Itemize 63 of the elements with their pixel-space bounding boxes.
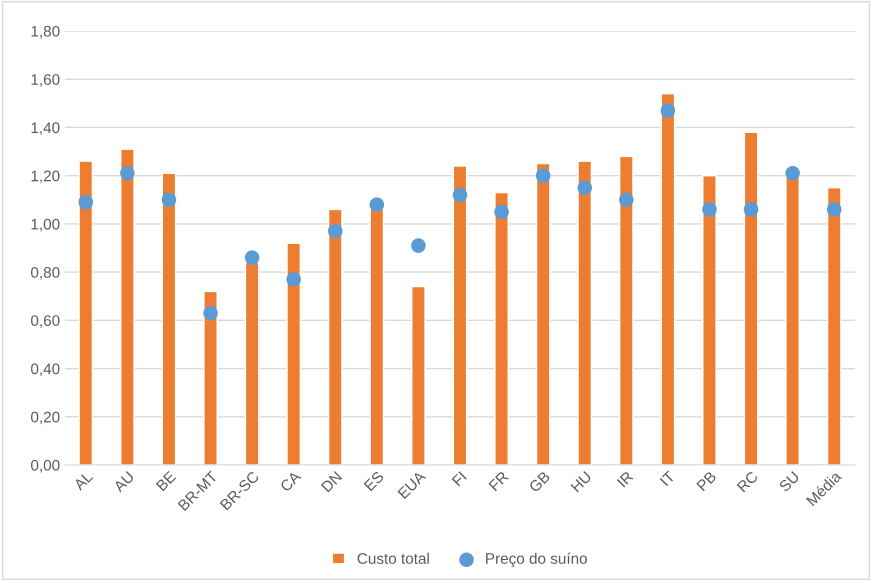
bar [411, 286, 426, 465]
x-tick-label: DN [320, 471, 342, 492]
bar [660, 92, 676, 465]
point [577, 180, 592, 196]
y-tick-label: 1,40 [32, 122, 60, 135]
point [702, 202, 717, 217]
y-tick-label: 0,60 [31, 315, 60, 328]
point [203, 306, 218, 320]
bar [826, 187, 842, 465]
y-tick-label: 1,60 [32, 74, 60, 87]
y-tick-label: 1,20 [32, 170, 60, 184]
point [660, 103, 676, 118]
legend-label: Custo total [358, 552, 429, 564]
legend-label: Preço do suíno [486, 552, 587, 568]
x-tick-label: RC [736, 470, 759, 493]
point [744, 202, 758, 217]
bar [244, 262, 260, 465]
bar [494, 192, 509, 465]
x-tick-label: GB [528, 470, 551, 493]
point [452, 188, 468, 202]
x-tick-label: HU [570, 471, 592, 493]
y-tick-label: 0,40 [31, 363, 60, 376]
y-tick-label: 1,00 [32, 218, 60, 232]
x-tick-label: PB [696, 470, 717, 492]
y-tick-label: 0,20 [31, 412, 60, 424]
point [536, 168, 550, 183]
bar [536, 162, 551, 465]
point [244, 250, 260, 265]
point [826, 202, 842, 217]
bar [328, 208, 343, 465]
bar [577, 160, 592, 465]
x-tick-label: FI [452, 471, 467, 486]
x-tick-label: ES [364, 470, 384, 492]
bar [203, 290, 218, 465]
point [120, 166, 135, 181]
point [785, 166, 800, 181]
x-tick-label: BE [156, 470, 176, 492]
bar [78, 160, 94, 465]
point [494, 204, 509, 220]
bar [702, 174, 717, 465]
x-tick-label: IT [660, 470, 676, 486]
y-tick-label: 0,80 [31, 266, 60, 280]
x-tick-label: CA [280, 470, 302, 492]
point [328, 224, 343, 238]
point [411, 238, 426, 253]
bar [452, 165, 468, 465]
bar [744, 132, 758, 465]
x-tick-label: FR [488, 470, 509, 492]
point [162, 192, 176, 208]
y-tick-label: 1,80 [32, 26, 60, 38]
x-tick-label: IR [616, 470, 634, 488]
bar [618, 156, 634, 465]
x-tick-label: AL [72, 470, 94, 491]
point [78, 194, 94, 210]
bar [120, 148, 135, 465]
x-tick-label: SU [778, 470, 800, 492]
point [370, 197, 384, 212]
bar [286, 242, 302, 465]
point [619, 192, 634, 208]
x-tick-label: AU [112, 471, 134, 493]
bar [162, 172, 176, 465]
y-tick-label: 0,00 [31, 460, 60, 472]
point [286, 272, 301, 287]
